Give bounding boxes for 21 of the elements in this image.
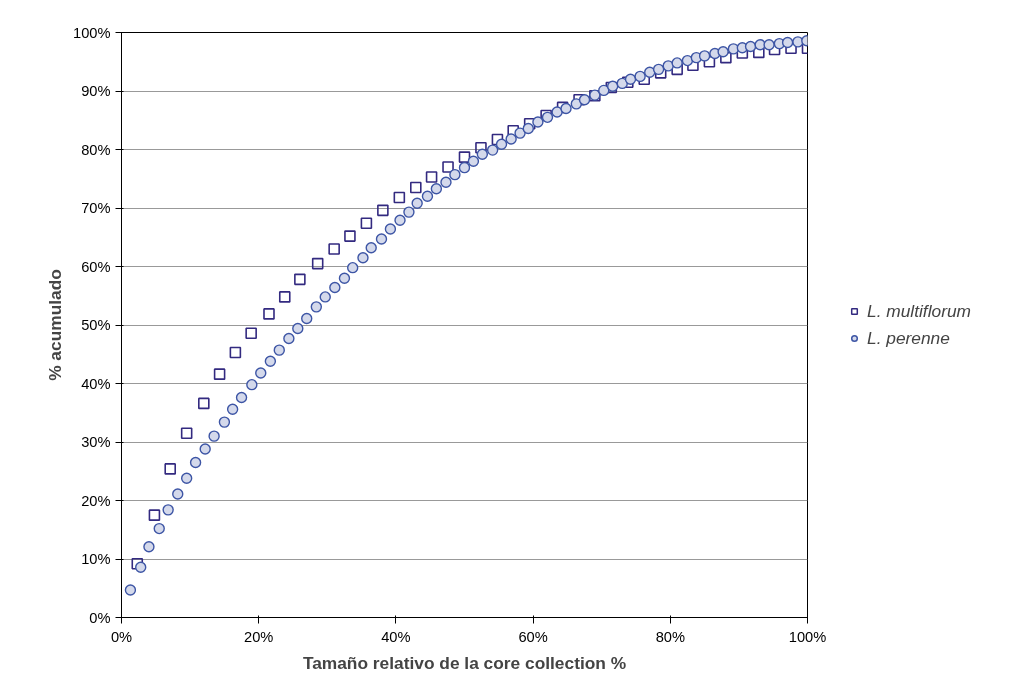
y-tick-label: 10% <box>81 551 111 567</box>
x-tick-label: 20% <box>244 628 274 645</box>
y-tick-label: 50% <box>81 317 111 333</box>
legend-label: L. perenne <box>867 327 950 349</box>
x-tick-label: 0% <box>110 628 133 645</box>
y-tick-label: 80% <box>81 141 111 158</box>
x-tick-label: 80% <box>655 628 685 645</box>
y-axis-title: % acumulado <box>45 269 66 381</box>
y-tick-label: 100% <box>73 24 111 41</box>
y-tick-label: 30% <box>81 434 111 450</box>
x-tick-label: 100% <box>788 628 827 645</box>
y-tick-label: 40% <box>81 375 111 392</box>
x-tick-label: 60% <box>518 628 548 645</box>
legend-label: L. multiflorum <box>867 300 971 322</box>
y-tick-label: 90% <box>81 83 111 99</box>
y-tick-label: 70% <box>81 200 111 216</box>
x-axis-title: Tamaño relativo de la core collection % <box>302 652 627 673</box>
y-tick-label: 60% <box>81 258 111 275</box>
y-tick-label: 20% <box>81 492 111 509</box>
x-tick-label: 40% <box>381 628 411 645</box>
y-tick-label: 0% <box>89 609 111 626</box>
